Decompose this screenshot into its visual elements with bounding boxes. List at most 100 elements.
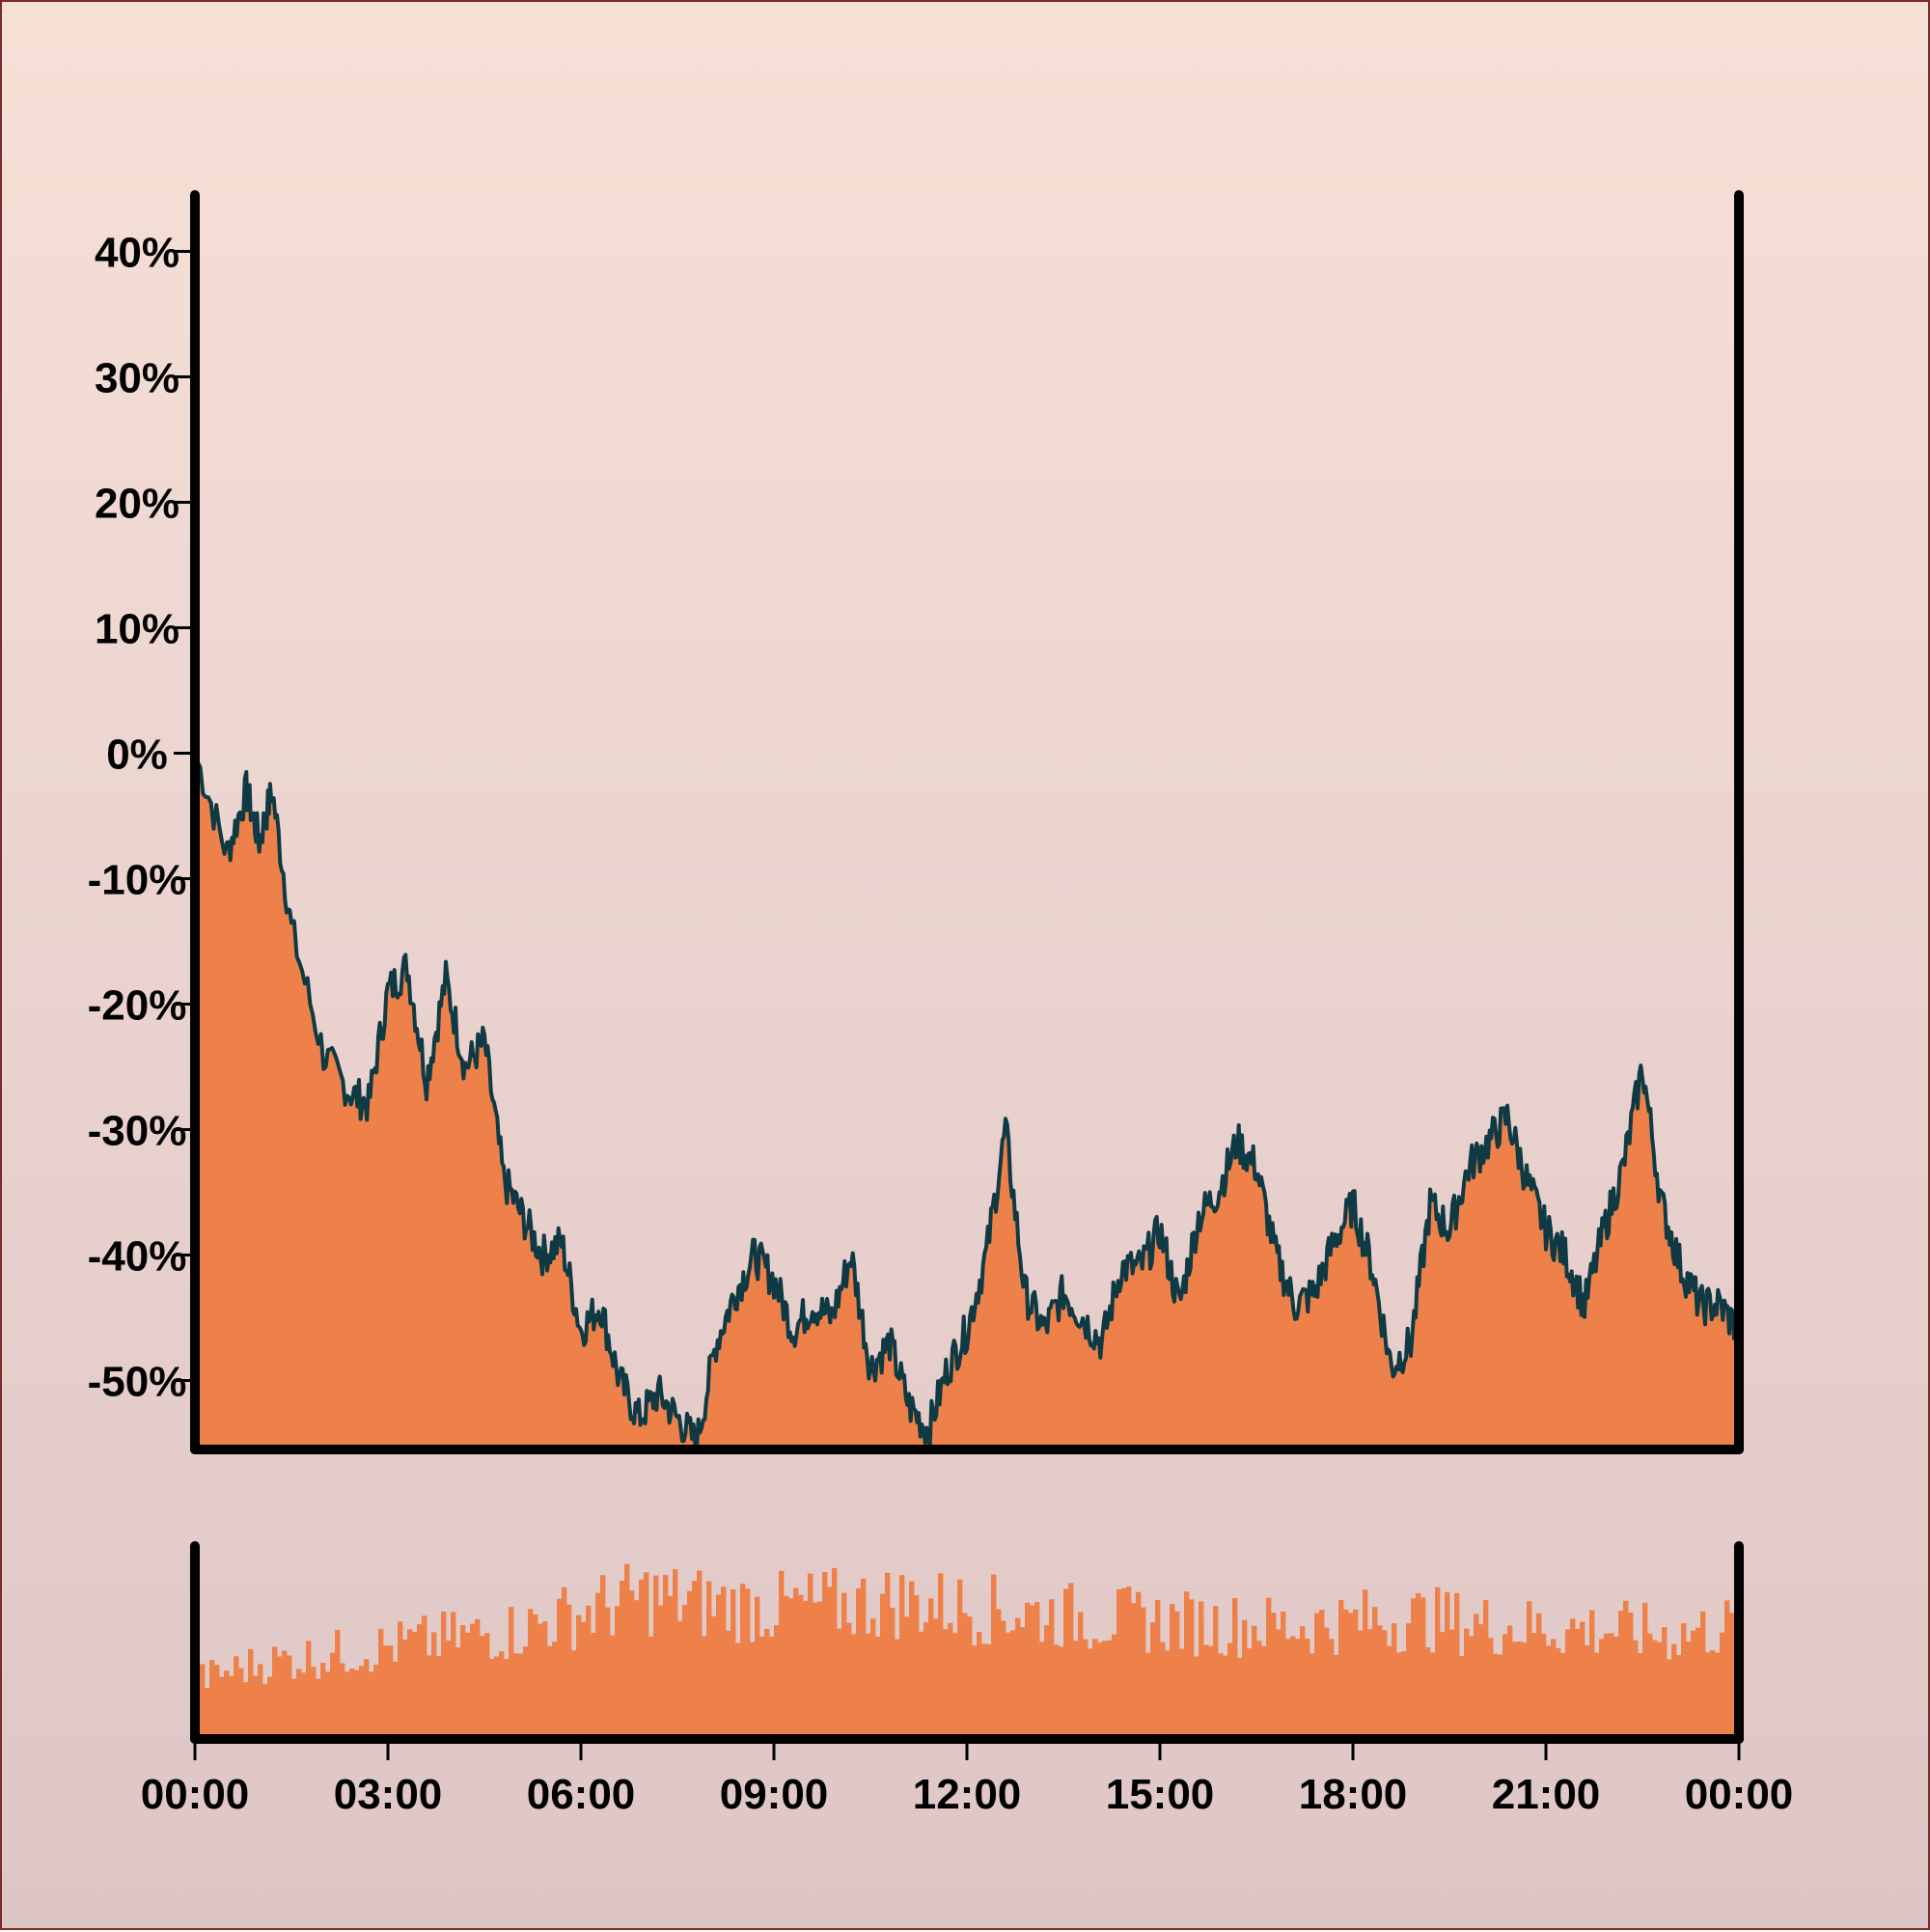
volume-bar bbox=[895, 1639, 900, 1739]
volume-bar bbox=[1281, 1611, 1286, 1739]
volume-bar bbox=[1546, 1645, 1552, 1739]
volume-bar bbox=[325, 1671, 331, 1739]
volume-bar bbox=[1276, 1629, 1282, 1739]
x-tick-label: 21:00 bbox=[1492, 1771, 1601, 1818]
volume-bar bbox=[827, 1587, 833, 1739]
volume-bar bbox=[1218, 1653, 1224, 1739]
volume-bar bbox=[1310, 1653, 1315, 1739]
volume-bar bbox=[740, 1584, 746, 1739]
volume-bar bbox=[1503, 1634, 1508, 1739]
volume-bar bbox=[1667, 1659, 1672, 1739]
volume-bar bbox=[1136, 1591, 1142, 1739]
volume-bar bbox=[595, 1592, 601, 1739]
volume-bar bbox=[634, 1600, 640, 1739]
volume-bar bbox=[1261, 1645, 1267, 1739]
volume-bar bbox=[282, 1650, 288, 1739]
x-tick-label: 06:00 bbox=[527, 1771, 636, 1818]
volume-bar bbox=[1657, 1642, 1663, 1739]
volume-bar bbox=[340, 1663, 345, 1739]
volume-bar bbox=[629, 1590, 635, 1739]
price-panel bbox=[193, 752, 1741, 1451]
volume-bar bbox=[1647, 1633, 1653, 1739]
volume-bar bbox=[402, 1640, 408, 1739]
volume-bar bbox=[1054, 1644, 1060, 1739]
volume-bar bbox=[1097, 1642, 1103, 1739]
volume-bar bbox=[547, 1645, 553, 1739]
volume-bar bbox=[1252, 1625, 1257, 1739]
volume-bar bbox=[1044, 1625, 1050, 1739]
volume-bar bbox=[1131, 1603, 1137, 1739]
volume-bar bbox=[644, 1572, 649, 1739]
volume-bar bbox=[431, 1632, 437, 1739]
volume-bar bbox=[1580, 1621, 1585, 1739]
volume-bar bbox=[1112, 1634, 1117, 1739]
volume-bar bbox=[1705, 1652, 1711, 1739]
volume-bar bbox=[803, 1600, 809, 1739]
volume-bar bbox=[238, 1668, 244, 1739]
volume-bar bbox=[552, 1642, 558, 1739]
volume-bar bbox=[427, 1655, 432, 1739]
volume-bar bbox=[1001, 1620, 1006, 1739]
volume-bar bbox=[600, 1575, 606, 1739]
volume-bar bbox=[277, 1656, 283, 1739]
volume-bar bbox=[774, 1625, 780, 1739]
volume-bar bbox=[1599, 1639, 1605, 1739]
volume-bar bbox=[1083, 1639, 1089, 1739]
x-tick-label: 03:00 bbox=[334, 1771, 443, 1818]
volume-bar bbox=[624, 1563, 630, 1739]
volume-bar bbox=[1686, 1642, 1692, 1739]
volume-bar bbox=[1232, 1598, 1238, 1739]
volume-bar bbox=[677, 1620, 683, 1739]
y-tick-label: 0% bbox=[106, 731, 168, 779]
volume-bar bbox=[1020, 1627, 1026, 1739]
volume-bar bbox=[1372, 1607, 1378, 1739]
volume-bar bbox=[1681, 1623, 1687, 1739]
volume-bar bbox=[1189, 1599, 1195, 1739]
volume-bar bbox=[1696, 1627, 1701, 1739]
volume-bar bbox=[1406, 1623, 1412, 1739]
volume-bar bbox=[209, 1660, 215, 1739]
volume-bar bbox=[1305, 1638, 1310, 1739]
volume-bar bbox=[484, 1633, 490, 1739]
y-tick-label: -30% bbox=[88, 1108, 187, 1155]
volume-bar bbox=[851, 1634, 857, 1739]
volume-bar bbox=[1401, 1651, 1407, 1739]
volume-bar bbox=[1449, 1629, 1455, 1739]
volume-bar bbox=[996, 1609, 1002, 1739]
tick-labels: 40% 30% 20% 10% 0% -10% -20% -30% -40% -50% 00:00 0… bbox=[88, 230, 1794, 1819]
volume-bar bbox=[726, 1630, 731, 1739]
volume-bar bbox=[1440, 1632, 1446, 1739]
volume-bar bbox=[1363, 1589, 1368, 1739]
volume-bar bbox=[1565, 1629, 1571, 1739]
volume-bar bbox=[1512, 1642, 1518, 1739]
y-tick-label: 30% bbox=[95, 355, 179, 402]
volume-bar bbox=[576, 1615, 582, 1739]
volume-bar bbox=[745, 1588, 751, 1739]
volume-bar bbox=[441, 1612, 447, 1739]
volume-bar bbox=[1006, 1632, 1011, 1739]
volume-bar bbox=[316, 1678, 321, 1739]
volume-bar bbox=[615, 1606, 620, 1739]
volume-bar bbox=[1324, 1627, 1330, 1739]
volume-bar bbox=[1223, 1655, 1228, 1739]
volume-bar bbox=[1078, 1612, 1084, 1739]
volume-bar bbox=[509, 1607, 514, 1739]
volume-bar bbox=[1334, 1654, 1339, 1739]
volume-bar bbox=[465, 1632, 471, 1739]
volume-bar bbox=[1107, 1640, 1113, 1739]
y-tick-label: -50% bbox=[88, 1359, 187, 1406]
volume-bar bbox=[706, 1581, 712, 1739]
volume-bar bbox=[504, 1659, 510, 1739]
volume-bar bbox=[354, 1670, 360, 1739]
volume-bar bbox=[784, 1595, 789, 1739]
volume-bar bbox=[861, 1578, 867, 1739]
volume-bar bbox=[605, 1607, 611, 1739]
volume-bar bbox=[1691, 1630, 1696, 1739]
volume-bar bbox=[470, 1623, 476, 1739]
volume-bar bbox=[808, 1573, 813, 1739]
volume-bar bbox=[1358, 1630, 1364, 1739]
volume-bar bbox=[1445, 1591, 1450, 1739]
volume-bar bbox=[1121, 1587, 1127, 1739]
